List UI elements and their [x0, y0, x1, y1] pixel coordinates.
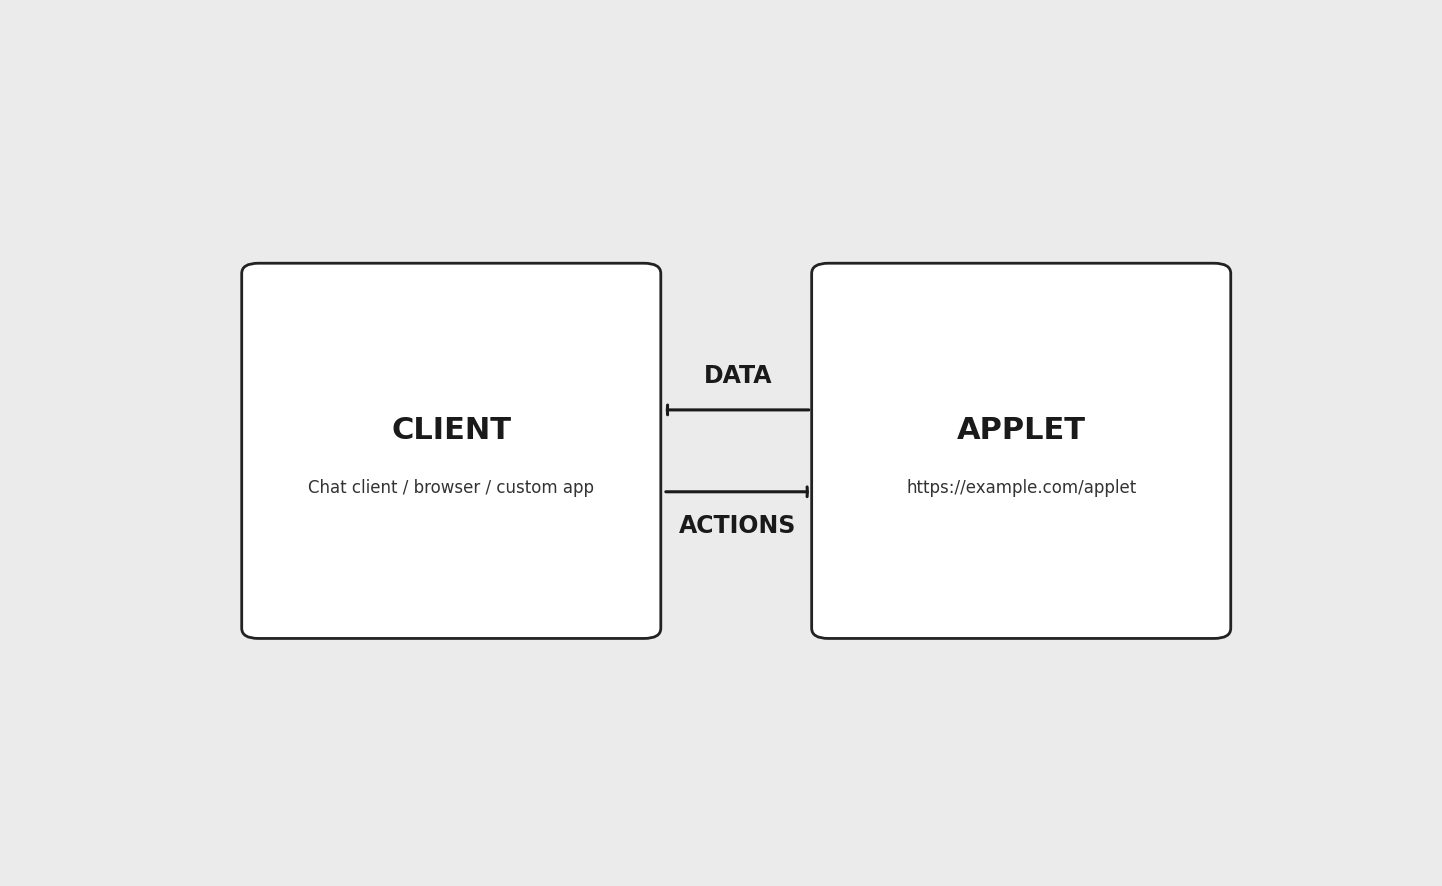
- Text: Chat client / browser / custom app: Chat client / browser / custom app: [309, 479, 594, 497]
- Text: DATA: DATA: [704, 364, 771, 388]
- Text: APPLET: APPLET: [956, 416, 1086, 445]
- Text: CLIENT: CLIENT: [391, 416, 512, 445]
- FancyBboxPatch shape: [812, 263, 1230, 639]
- FancyBboxPatch shape: [242, 263, 660, 639]
- Text: ACTIONS: ACTIONS: [679, 514, 796, 538]
- Text: https://example.com/applet: https://example.com/applet: [906, 479, 1136, 497]
